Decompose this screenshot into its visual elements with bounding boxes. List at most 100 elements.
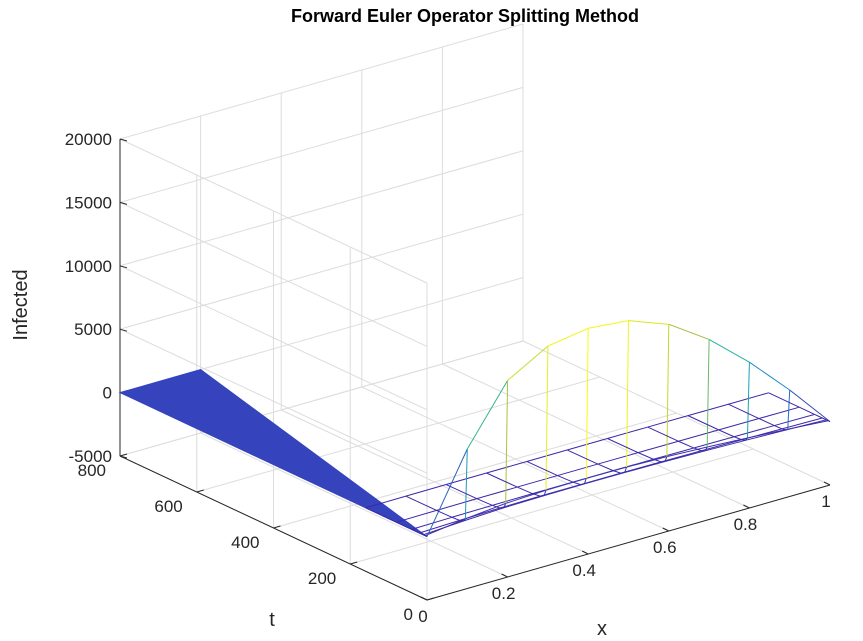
mesh-row-segment [747, 428, 788, 439]
mesh-column-segment [464, 449, 468, 519]
x-tick-label: 0 [418, 607, 427, 626]
grid-layer [119, 23, 831, 601]
mesh-column-segment [774, 425, 783, 430]
x-tick-mark [823, 481, 831, 486]
mesh-row-segment [745, 429, 786, 441]
mesh-column-segment [580, 483, 585, 486]
mesh-row-segment [584, 472, 625, 485]
x-tick-label: 0.8 [734, 515, 758, 534]
mesh-column-segment [463, 518, 466, 522]
mesh-column-segment [781, 428, 787, 431]
mesh-row-segment [664, 450, 706, 462]
x-tick-mark [420, 596, 428, 601]
mesh-row-segment [733, 425, 775, 438]
mesh-row-segment [411, 516, 453, 530]
mesh-row-segment [607, 426, 648, 439]
x-tick-label: 0.6 [653, 538, 677, 557]
mesh-column-segment [733, 436, 742, 441]
t-tick-label: 800 [78, 461, 106, 480]
z-axis-label: Infected [10, 269, 32, 340]
axis-layer [119, 138, 831, 601]
mesh-row-segment [426, 448, 468, 537]
mesh-row-segment [705, 439, 746, 452]
mesh-column-segment [746, 362, 750, 438]
mesh-row-segment [666, 446, 708, 458]
mesh-column-segment [517, 486, 533, 495]
mesh-column-segment [785, 428, 788, 431]
t-tick-mark [196, 489, 204, 493]
mesh-column-segment [545, 346, 549, 491]
z-tick-mark [119, 455, 128, 459]
mesh-row-segment [653, 447, 694, 460]
mesh-row-segment [628, 320, 669, 325]
mesh-column-segment [486, 472, 518, 488]
x-tick-label: 1 [821, 492, 830, 511]
mesh-column-segment [557, 475, 574, 483]
mesh-column-segment [405, 495, 437, 511]
mesh-column-segment [728, 403, 760, 419]
mesh-row-segment [492, 493, 533, 506]
mesh-column-segment [503, 503, 507, 509]
mesh-row-segment [545, 477, 587, 491]
mesh-column-segment [572, 481, 581, 486]
mesh-row-segment [503, 495, 545, 509]
mesh-row-segment [424, 518, 466, 537]
mesh-row-segment [436, 498, 478, 511]
mesh-column-segment [422, 534, 426, 537]
t-tick-label: 400 [231, 533, 259, 552]
mesh-column-segment [687, 415, 719, 431]
mesh-column-segment [626, 320, 629, 468]
z-tick-mark [119, 138, 128, 142]
mesh-row-segment [547, 327, 589, 347]
mesh-column-segment [585, 328, 589, 479]
grid-line-z-back [119, 23, 524, 140]
mesh-column-segment [745, 437, 748, 441]
mesh-row-segment [693, 436, 735, 449]
z-tick-label: 15000 [65, 193, 112, 212]
t-tick-label: 200 [308, 569, 336, 588]
mesh-row-segment [566, 438, 608, 451]
surface-layer [118, 320, 831, 538]
x-tick-label: 0.2 [492, 584, 516, 603]
grid-line-t-floor [196, 376, 600, 493]
mesh-column-segment [768, 392, 800, 408]
mesh-row-segment [507, 345, 549, 381]
mesh-column-segment [607, 438, 639, 454]
mesh-row-segment [637, 440, 679, 454]
flat-surface-region [118, 369, 428, 538]
mesh-row-segment [557, 463, 598, 477]
mesh-column-segment [396, 521, 412, 530]
mesh-column-segment [620, 472, 625, 474]
mesh-row-segment [781, 417, 823, 430]
mesh-row-segment [586, 466, 627, 479]
t-tick-mark [119, 453, 128, 457]
mesh-row-segment [396, 509, 437, 523]
mesh-column-segment [365, 507, 397, 523]
mesh-row-segment [701, 439, 742, 452]
mesh-column-segment [664, 456, 668, 462]
x-tick-mark [501, 573, 508, 578]
grid-line-t-floor [273, 412, 677, 529]
t-tick-mark [426, 597, 435, 601]
mesh-column-segment [459, 519, 464, 522]
mesh-row-segment [365, 495, 407, 509]
z-tick-label: 0 [103, 384, 112, 403]
mesh-row-segment [626, 456, 668, 468]
t-tick-label: 600 [154, 497, 182, 516]
mesh-column-segment [526, 461, 558, 477]
mesh-row-segment [588, 320, 629, 329]
grid-line-t-floor [119, 340, 524, 457]
x-tick-mark [662, 527, 670, 532]
z-tick-label: 5000 [74, 320, 112, 339]
mesh-column-segment [583, 478, 587, 485]
mesh-column-segment [653, 458, 662, 463]
mesh-row-segment [708, 339, 750, 363]
mesh-row-segment [517, 475, 558, 488]
x-tick-mark [743, 504, 750, 509]
mesh-row-segment [466, 380, 509, 450]
mesh-row-segment [749, 361, 790, 391]
mesh-row-segment [668, 323, 710, 340]
mesh-column-segment [799, 406, 815, 415]
grid-line-t-floor [350, 448, 754, 565]
z-tick-label: -5000 [69, 447, 112, 466]
